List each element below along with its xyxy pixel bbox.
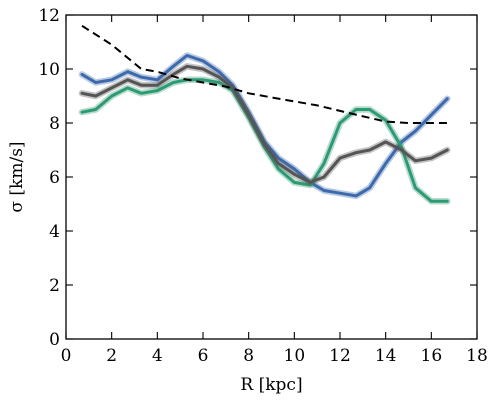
x-tick-label: 14 xyxy=(375,346,397,366)
x-tick-label: 12 xyxy=(329,346,351,366)
ticks-layer: 0 2 4 6 8 10 12 14 16 18 0 2 4 6 8 10 12 xyxy=(38,6,487,366)
x-tick-label: 10 xyxy=(284,346,306,366)
series-line-dashed xyxy=(81,24,448,124)
y-tick-label: 10 xyxy=(38,60,60,80)
x-tick-label: 2 xyxy=(106,346,117,366)
y-tick-label: 2 xyxy=(49,276,60,296)
y-tick-label: 4 xyxy=(49,222,60,242)
y-axis-label: σ [km/s] xyxy=(7,141,27,212)
x-tick-label: 16 xyxy=(421,346,443,366)
y-tick-label: 6 xyxy=(49,168,60,188)
series-line-green xyxy=(80,78,449,203)
x-tick-label: 4 xyxy=(152,346,163,366)
series-line-gray xyxy=(80,64,449,184)
x-tick-label: 0 xyxy=(61,346,72,366)
x-tick-label: 18 xyxy=(466,346,488,366)
y-tick-label: 8 xyxy=(49,114,60,134)
y-tick-label: 0 xyxy=(49,330,60,350)
x-tick-label: 8 xyxy=(243,346,254,366)
series-layer xyxy=(78,24,451,205)
y-tick-label: 12 xyxy=(38,6,60,26)
plot-frame xyxy=(65,14,478,340)
x-axis-label: R [kpc] xyxy=(240,375,302,395)
x-tick-label: 6 xyxy=(198,346,209,366)
